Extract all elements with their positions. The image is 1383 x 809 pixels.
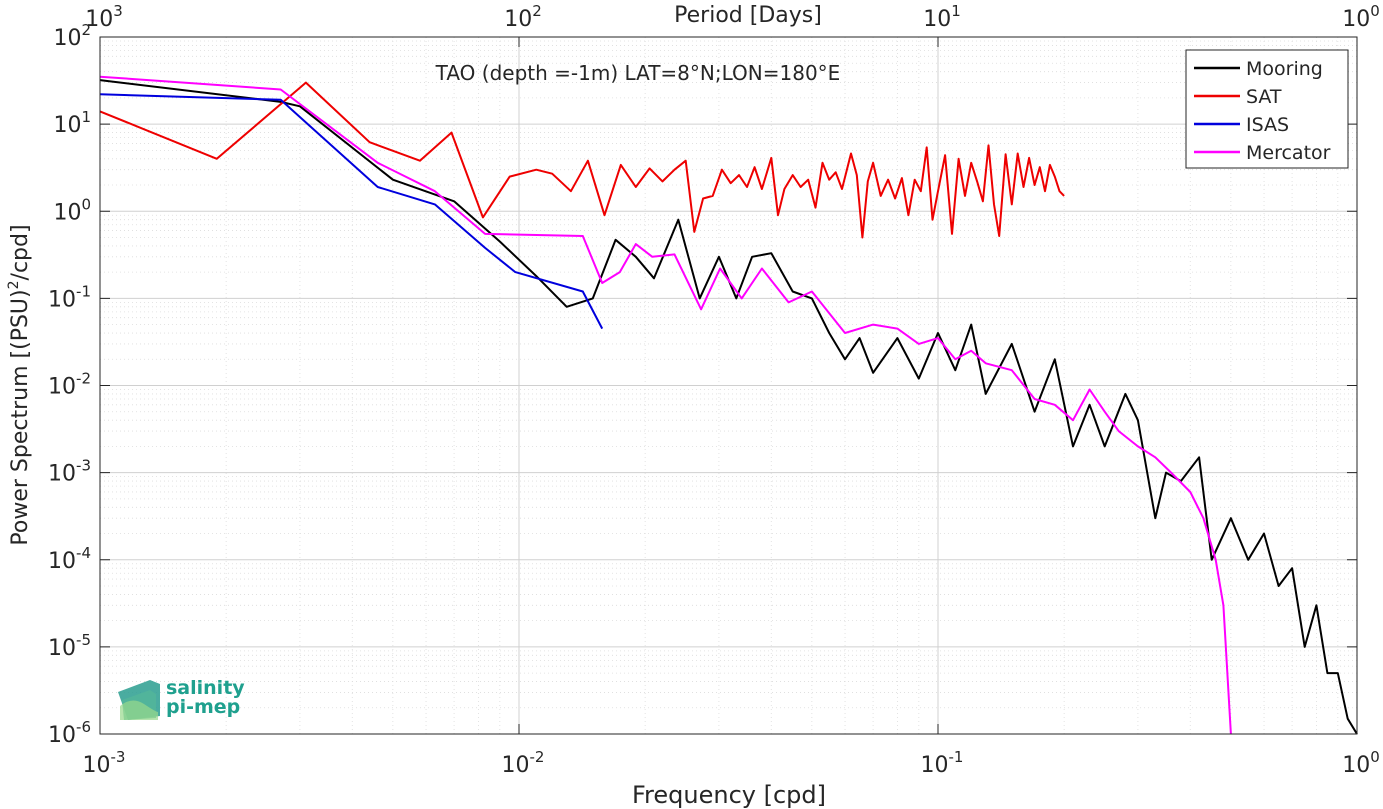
salinity-pi-mep-logo: salinity pi-mep [118, 677, 245, 720]
x-tick-labels: 10-3 10-2 10-1 100 [83, 748, 1380, 778]
y-tick-label: 101 [53, 108, 91, 138]
y-axis-label-sup: 2 [6, 280, 22, 289]
y-tick-label: 100 [53, 195, 91, 225]
y-tick-label: 10-2 [48, 370, 91, 400]
legend-label-isas: ISAS [1246, 114, 1289, 136]
y-axis-label: Power Spectrum [(PSU)2/cpd] [6, 224, 33, 545]
series-line-mercator [99, 75, 1232, 735]
series-line-isas [99, 93, 604, 330]
top-axis-label: Period [Days] [674, 3, 822, 28]
x-tick-label: 10-1 [921, 748, 964, 778]
series-line-mooring [99, 79, 1358, 735]
legend-label-sat: SAT [1246, 86, 1282, 108]
y-tick-label: 10-4 [48, 544, 91, 574]
legend-label-mooring: Mooring [1246, 58, 1323, 80]
logo-text-line2: pi-mep [166, 696, 240, 718]
y-tick-labels: 102 101 100 10-1 10-2 10-3 10-4 10-5 10-6 [48, 21, 91, 748]
legend-label-mercator: Mercator [1246, 142, 1331, 164]
top-tick-labels: 103 102 101 100 [85, 2, 1380, 32]
series-layer [99, 75, 1358, 735]
legend: Mooring SAT ISAS Mercator [1185, 49, 1349, 169]
chart-title: TAO (depth =-1m) LAT=8°N;LON=180°E [435, 61, 841, 85]
x-tick-label: 10-3 [83, 748, 126, 778]
y-axis-label-main: Power Spectrum [(PSU) [8, 289, 33, 545]
x-tick-label: 10-2 [502, 748, 545, 778]
top-tick-label: 102 [504, 2, 542, 32]
tick-marks [99, 36, 1358, 735]
y-tick-label: 10-5 [48, 631, 91, 661]
top-tick-label: 103 [85, 2, 123, 32]
series-line-sat [99, 81, 1065, 239]
y-tick-label: 10-3 [48, 457, 91, 487]
x-tick-label: 100 [1342, 748, 1380, 778]
y-tick-label: 102 [53, 21, 91, 51]
logo-text-line1: salinity [166, 677, 245, 699]
y-tick-label: 10-1 [48, 282, 91, 312]
logo-wave-icon [118, 680, 160, 720]
y-axis-label-tail: /cpd] [8, 224, 33, 280]
x-axis-label: Frequency [cpd] [632, 781, 826, 809]
y-tick-label: 10-6 [48, 718, 91, 748]
top-tick-label: 101 [923, 2, 961, 32]
top-tick-label: 100 [1342, 2, 1380, 32]
legend-box [1185, 49, 1349, 169]
